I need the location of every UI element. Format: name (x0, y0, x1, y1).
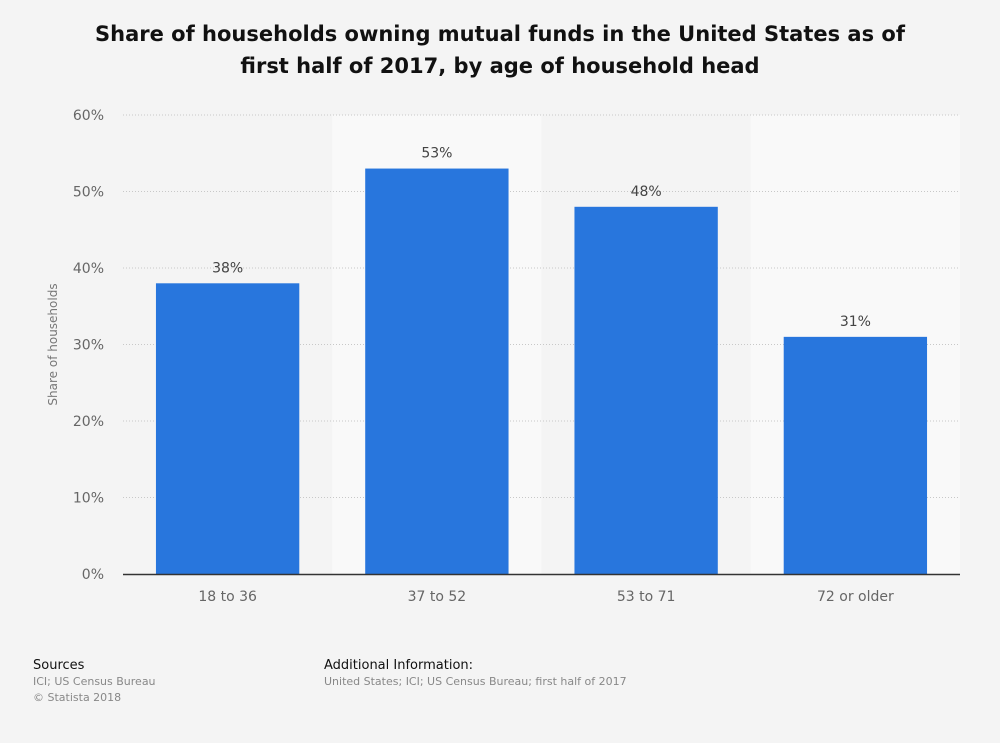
x-tick-label: 72 or older (817, 589, 894, 605)
bar-37-to-52[interactable] (365, 168, 509, 575)
x-tick-label: 53 to 71 (617, 589, 676, 605)
data-label: 38% (212, 260, 243, 276)
sources-block: Sources ICI; US Census Bureau © Statista… (33, 657, 156, 706)
chart-title-line-2: first half of 2017, by age of household … (240, 54, 760, 78)
y-tick-label: 30% (73, 338, 104, 354)
bar-18-to-36[interactable] (155, 283, 300, 574)
y-tick-label: 40% (73, 261, 104, 277)
data-label: 48% (631, 184, 662, 200)
y-tick-label: 0% (82, 567, 104, 583)
x-tick-label: 37 to 52 (408, 589, 467, 605)
x-tick-label: 18 to 36 (198, 589, 257, 605)
y-tick-label: 10% (73, 491, 104, 507)
bar-72-or-older[interactable] (783, 336, 928, 574)
additional-info-block: Additional Information: United States; I… (324, 657, 627, 690)
chart-title: Share of households owning mutual funds … (60, 18, 940, 82)
y-tick-label: 60% (73, 108, 104, 124)
copyright-line: © Statista 2018 (33, 691, 122, 704)
bar-53-to-71[interactable] (574, 206, 718, 575)
sources-line-1[interactable]: ICI; US Census Bureau (33, 675, 156, 688)
y-axis-title: Share of households (46, 283, 60, 405)
y-tick-label: 50% (73, 185, 104, 201)
bar-chart: 0% 10% 20% 30% 40% 50% 60% 38% 18 to 36 53% 37 to … (46, 108, 960, 605)
chart-title-line-1: Share of households owning mutual funds … (95, 22, 905, 46)
y-tick-label: 20% (73, 414, 104, 430)
sources-heading: Sources (33, 658, 85, 673)
data-label: 53% (421, 146, 452, 162)
additional-info-line: United States; ICI; US Census Bureau; fi… (324, 675, 627, 688)
additional-info-heading: Additional Information: (324, 658, 474, 673)
data-label: 31% (840, 314, 871, 330)
